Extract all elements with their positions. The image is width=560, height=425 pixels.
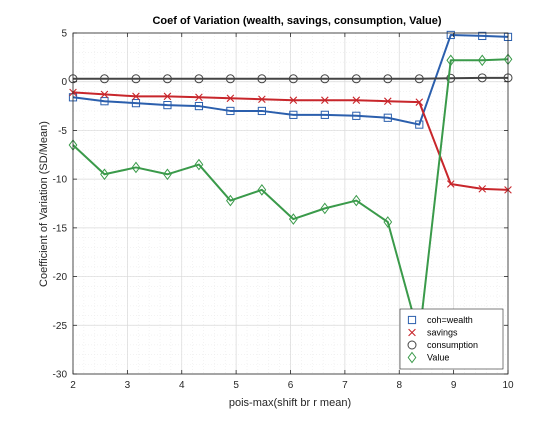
x-tick-label: 3	[125, 380, 131, 391]
data-point-coh-wealth	[383, 113, 392, 122]
legend-box	[399, 308, 504, 370]
x-tick-label: 9	[451, 380, 457, 391]
data-point-coh-wealth	[446, 30, 455, 40]
series-coh-wealth	[68, 30, 513, 129]
data-point-consumption	[194, 74, 204, 84]
data-point-coh-wealth	[163, 100, 172, 110]
data-point-coh-wealth	[289, 110, 298, 119]
series-line-coh-wealth	[72, 33, 509, 126]
data-point-coh-wealth	[194, 101, 204, 111]
legend-marker-savings	[408, 328, 416, 337]
x-tick-labels: 2 3 4 5 6 7 8 9 10	[70, 380, 514, 391]
legend-label-consumption: consumption	[427, 340, 478, 350]
data-point-consumption	[320, 74, 330, 84]
legend-marker-value	[407, 351, 417, 364]
data-point-consumption	[414, 74, 424, 84]
legend-marker-consumption	[407, 340, 417, 350]
axis-ticks	[72, 32, 509, 375]
data-point-value	[163, 168, 172, 181]
data-point-consumption	[225, 74, 235, 84]
data-point-consumption	[446, 73, 456, 83]
x-axis-label: pois-max(shift br r mean)	[229, 397, 351, 409]
data-point-consumption	[131, 74, 141, 84]
data-point-savings	[163, 92, 172, 101]
x-tick-label: 5	[233, 380, 239, 391]
data-point-savings	[415, 98, 424, 106]
data-point-savings	[258, 95, 266, 104]
data-point-savings	[289, 96, 298, 105]
data-point-value	[100, 168, 109, 181]
x-tick-label: 4	[179, 380, 185, 391]
y-tick-label: 5	[61, 29, 67, 40]
data-point-coh-wealth	[478, 31, 487, 41]
data-point-consumption	[351, 74, 361, 84]
data-point-savings	[352, 96, 361, 105]
data-point-coh-wealth	[131, 99, 141, 108]
data-point-value	[446, 54, 456, 67]
data-point-savings	[321, 96, 329, 105]
y-tick-label: -20	[53, 272, 68, 283]
x-tick-label: 6	[288, 380, 294, 391]
data-point-consumption	[99, 74, 109, 84]
data-point-savings	[100, 90, 109, 99]
y-tick-label: -15	[53, 223, 68, 234]
data-point-savings	[132, 92, 140, 101]
legend-label-coh-wealth: coh=wealth	[427, 315, 473, 325]
data-point-coh-wealth	[415, 120, 424, 129]
data-point-coh-wealth	[257, 106, 266, 116]
chart-title: Coef of Variation (wealth, savings, cons…	[152, 15, 441, 27]
data-point-consumption	[383, 74, 393, 84]
legend: coh=wealth savings consumption Value	[399, 308, 504, 370]
data-point-consumption	[257, 74, 267, 84]
data-point-consumption	[288, 74, 298, 84]
data-point-consumption	[162, 74, 172, 84]
data-point-savings	[478, 185, 487, 193]
y-tick-label: 0	[61, 77, 67, 88]
data-point-value	[288, 213, 298, 225]
data-point-consumption	[477, 73, 487, 83]
x-tick-label: 7	[342, 380, 348, 391]
y-tick-label: -30	[53, 370, 68, 381]
data-point-value	[257, 184, 267, 196]
y-axis-label: Coefficient of Variation (SD/Mean)	[38, 121, 50, 287]
data-point-coh-wealth	[100, 97, 109, 106]
y-tick-label: -25	[53, 321, 68, 332]
y-tick-label: -5	[58, 126, 67, 137]
legend-label-value: Value	[427, 353, 449, 363]
data-point-coh-wealth	[226, 106, 235, 116]
series-line-consumption	[73, 76, 508, 80]
data-point-savings	[226, 94, 235, 103]
legend-label-savings: savings	[427, 328, 458, 338]
data-point-value	[194, 158, 204, 171]
series-value	[68, 53, 513, 343]
series-layer	[68, 30, 513, 343]
data-point-savings	[384, 97, 392, 105]
x-tick-label: 8	[396, 380, 402, 391]
x-tick-label: 2	[70, 380, 76, 391]
data-point-value	[131, 161, 141, 174]
data-point-value	[477, 54, 487, 67]
data-point-value	[351, 194, 361, 207]
data-point-coh-wealth	[320, 110, 329, 119]
data-point-value	[320, 202, 330, 215]
data-point-savings	[446, 180, 455, 188]
data-point-value	[226, 194, 235, 207]
series-line-value	[72, 58, 509, 338]
y-tick-label: -10	[53, 175, 68, 186]
legend-marker-coh-wealth	[407, 315, 417, 325]
y-tick-labels: -30 -25 -20 -15 -10 -5 0 5	[53, 29, 68, 381]
data-point-savings	[195, 93, 203, 102]
x-tick-label: 10	[502, 380, 514, 391]
data-point-value	[383, 216, 393, 228]
data-point-coh-wealth	[352, 111, 361, 120]
